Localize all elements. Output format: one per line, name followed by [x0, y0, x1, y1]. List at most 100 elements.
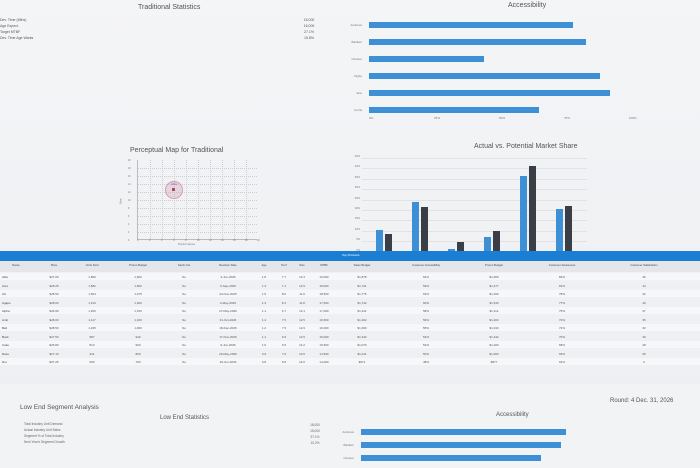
perceptual-y-tick: 8: [128, 207, 130, 210]
table-row[interactable]: Amb $28.00 1,117 1,100 No 31-Oct-2026 1.4 7.5 12…: [0, 315, 700, 323]
potential-bar: [493, 231, 500, 252]
table-row[interactable]: Agape $28.00 1,313 1,300 No 2-May-2026 1.3 8.1 1…: [0, 298, 700, 306]
perceptual-xlabel: Performance: [178, 242, 196, 246]
accessibility-label: Chester: [351, 57, 362, 61]
table-cell: 18,500: [319, 292, 329, 296]
table-cell: 16,500: [319, 317, 329, 322]
traditional-stats-labels: Dev. Time (Mths) Age Expect. Target MTBF…: [0, 18, 62, 42]
table-row[interactable]: Dot $27.25 500 700 No 29-Jun-2026 0.8 6.8 14.0 14…: [0, 358, 700, 365]
table-column-header: Stock Out: [177, 263, 191, 267]
potential-bar: [457, 241, 464, 252]
actual-bar: [376, 230, 383, 252]
accessibility-label: Baldwin: [351, 40, 362, 44]
table-row[interactable]: Daze $27.10 611 800 No 26-May-2026 0.9 7.0 13.6 1…: [0, 349, 700, 357]
low-end-accessibility-bar: [361, 455, 541, 461]
table-cell: $1,402: [357, 317, 367, 322]
perceptual-x-tick: 10: [197, 239, 200, 242]
table-row[interactable]: Cake $26.80 813 900 No 9-Jun-2026 1.0 6.5 14.2 15…: [0, 341, 700, 348]
table-row[interactable]: Able $27.00 1,890 1,600 No 3-Jun-2026 1.8 7.7 12…: [0, 273, 700, 280]
table-cell: No: [182, 317, 186, 322]
stat-label: Target MTBF: [0, 30, 21, 34]
table-cell: 14.0: [299, 360, 305, 364]
table-cell: 50%: [422, 351, 429, 356]
row-name: Dot: [2, 360, 7, 364]
table-cell: 42: [642, 292, 646, 296]
potential-bar: [565, 206, 572, 252]
accessibility-row: Ferris: [336, 107, 636, 114]
table-row[interactable]: Buck $27.50 987 940 No 17-Nov-2026 1.1 6.9 12.5 1…: [0, 332, 700, 340]
table-cell: 40: [642, 300, 646, 305]
row-name: Daze: [2, 351, 10, 356]
actual-bar: [484, 237, 491, 252]
table-cell: 1,150: [134, 309, 142, 313]
table-cell: 1.4: [261, 283, 267, 288]
grid-line: [138, 208, 257, 209]
table-cell: 6.7: [281, 309, 287, 313]
potential-bar: [385, 234, 392, 252]
table-row[interactable]: Alpha $26.99 1,250 1,150 No 27-May-2026 1.1 6.7…: [0, 307, 700, 314]
table-cell: 19,000: [319, 275, 329, 279]
table-cell: 44: [642, 283, 646, 288]
perceptual-x-tick: 16: [233, 239, 236, 242]
table-cell: No: [182, 292, 186, 296]
perceptual-x-tick: 4: [161, 239, 163, 242]
stat-label: Dev. Time Age Wants: [0, 36, 34, 40]
table-row[interactable]: Acre $28.25 1,582 1,500 No 9-Sep-2025 1.4 7.1 12…: [0, 281, 700, 289]
table-cell: 68%: [558, 343, 565, 347]
table-column-header: Customer Satisfaction: [630, 263, 658, 267]
table-cell: 14.2: [299, 343, 305, 347]
actual-bar: [556, 209, 563, 252]
low-end-stats-labels: Total Industry Unit Demand Actual Indust…: [24, 422, 104, 447]
grid-line: [186, 160, 187, 239]
grid-line: [138, 168, 257, 169]
grid-line: [198, 160, 199, 239]
accessibility-bar: [369, 73, 600, 79]
table-cell: 31-Oct-2026: [219, 317, 237, 322]
table-cell: No: [182, 275, 186, 279]
table-column-header: Name: [12, 263, 20, 267]
avp-y-tick: 20%: [354, 207, 360, 210]
table-row[interactable]: Aft $28.50 1,504 1,375 No 24-Nov-2025 1.5 8.0 11…: [0, 290, 700, 297]
table-cell: $1,741: [357, 283, 367, 288]
table-cell: $1,742: [357, 300, 367, 305]
grid-line: [234, 160, 235, 239]
accessibility-bar: [369, 90, 611, 96]
accessibility-row: Baldwin: [336, 39, 636, 46]
table-cell: 70%: [558, 334, 565, 339]
table-cell: 33: [642, 326, 646, 330]
table-cell: 7.5: [281, 326, 287, 330]
table-column-header: Promo Budget: [485, 263, 503, 267]
avp-y-tick: 10%: [354, 227, 360, 231]
table-cell: 55%: [422, 326, 429, 330]
table-column-header: Size: [299, 263, 305, 267]
stat-value: 27.1%: [304, 30, 314, 34]
table-column-header: Promo Budget: [129, 263, 147, 267]
stat-label: Dev. Time (Mths): [0, 18, 27, 22]
table-cell: 1,500: [134, 283, 142, 288]
grid-line: [138, 216, 257, 217]
actual-bar: [448, 248, 455, 252]
table-column-bar: [0, 261, 700, 272]
low-end-stat-value: 15,000: [310, 429, 320, 433]
table-cell: 59%: [422, 283, 429, 288]
grid-line: [362, 199, 587, 201]
table-cell: 1,000: [134, 326, 142, 330]
table-cell: 13.6: [299, 351, 305, 356]
row-name: Able: [2, 275, 9, 279]
table-cell: No: [182, 309, 186, 313]
avp-y-tick: 40%: [354, 165, 360, 169]
table-cell: 14,500: [319, 351, 329, 356]
stat-value: 15.8%: [304, 36, 314, 40]
accessibility-label: Erie: [356, 91, 362, 95]
table-cell: 15,500: [319, 343, 329, 347]
table-column-header: Customer Awareness: [548, 263, 576, 267]
grid-line: [138, 192, 257, 193]
table-cell: 18-Dec-2026: [219, 326, 237, 330]
table-cell: 16,000: [319, 326, 329, 330]
table-row[interactable]: Bell $28.50 1,045 1,000 No 18-Dec-2026 1.2 7.5 1…: [0, 324, 700, 331]
potential-bar: [421, 207, 428, 252]
table-column-header: Customer Accessibility: [412, 263, 440, 267]
accessibility-label: Digby: [354, 74, 362, 78]
traditional-stats-values: 15,000 16,000 27.1% 15.8%: [298, 18, 320, 42]
low-end-accessibility-row: Baldwin: [328, 442, 648, 449]
